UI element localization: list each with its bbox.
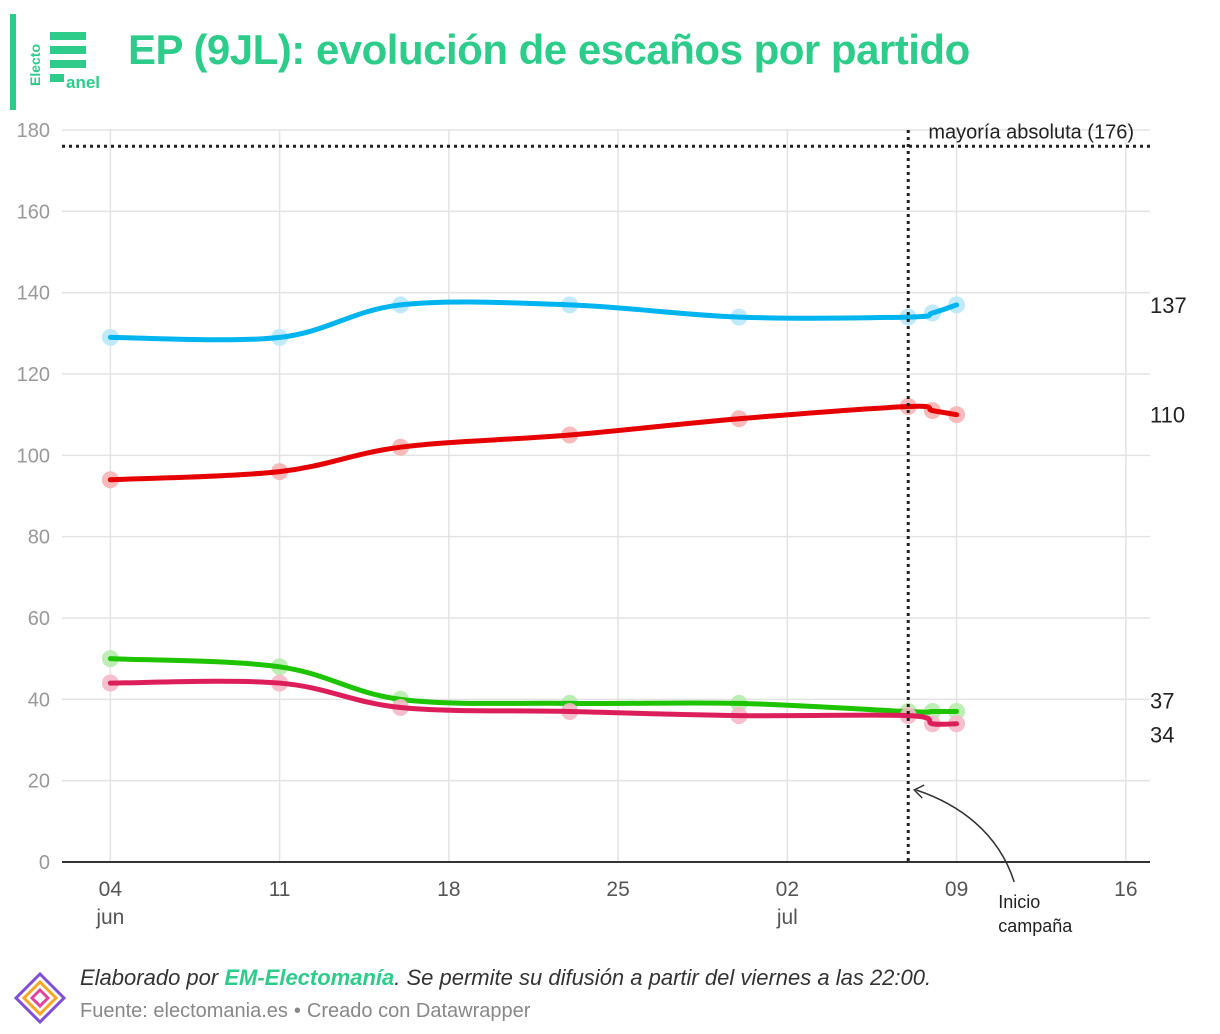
annotation-arrow xyxy=(915,789,1015,883)
series-line xyxy=(107,299,960,343)
y-tick-label: 80 xyxy=(28,527,50,549)
series-end-label: 37 xyxy=(1150,689,1174,714)
x-tick-label: 25 xyxy=(606,878,629,901)
chart-title: EP (9JL): evolución de escaños por parti… xyxy=(128,26,970,73)
majority-label: mayoría absoluta (176) xyxy=(928,121,1134,143)
y-tick-label: 140 xyxy=(17,283,50,305)
credit-brand-link[interactable]: EM-Electomanía xyxy=(224,965,395,990)
series-end-label: 110 xyxy=(1150,403,1185,428)
x-tick-label: 18 xyxy=(437,878,460,901)
y-tick-label: 40 xyxy=(28,689,50,711)
series-line xyxy=(107,678,960,727)
x-tick-sublabel: jul xyxy=(776,906,798,929)
x-tick-label: 04 xyxy=(99,878,123,901)
annotation-label-line1: Inicio xyxy=(998,892,1040,912)
x-tick-sublabel: jun xyxy=(95,906,124,929)
electomania-icon xyxy=(14,972,66,1024)
x-tick-label: 09 xyxy=(945,878,968,901)
y-tick-label: 0 xyxy=(39,852,50,874)
y-tick-label: 160 xyxy=(17,201,50,223)
annotation-label-line2: campaña xyxy=(998,916,1073,936)
x-tick-label: 11 xyxy=(269,878,291,901)
x-tick-label: 02 xyxy=(776,878,799,901)
series-line xyxy=(107,656,960,715)
series-end-label: 137 xyxy=(1150,293,1187,318)
annotation-arrowhead xyxy=(912,784,925,799)
credit-line: Elaborado por EM-Electomanía. Se permite… xyxy=(80,965,932,990)
source-line: Fuente: electomania.es • Creado con Datawr… xyxy=(80,1000,530,1023)
datawrapper-credit[interactable]: Creado con Datawrapper xyxy=(306,1000,531,1022)
y-tick-label: 100 xyxy=(17,445,50,467)
source-text: Fuente: electomania.es xyxy=(80,1000,288,1022)
series-end-label: 34 xyxy=(1150,723,1174,748)
svg-text:Electo: Electo xyxy=(28,44,43,86)
svg-text:anel: anel xyxy=(66,73,100,92)
header-accent-bar xyxy=(10,14,16,110)
y-tick-label: 180 xyxy=(17,120,50,142)
y-tick-label: 60 xyxy=(28,608,50,630)
separator: • xyxy=(293,1000,301,1022)
series-line xyxy=(107,403,960,483)
electopanel-logo: Electo anel xyxy=(28,32,100,92)
line-chart: 0 20 40 60 80 100 120 140 160 180 04 jun 11 18 25 02 jul… xyxy=(17,120,1187,936)
y-tick-label: 120 xyxy=(17,364,50,386)
x-tick-label: 16 xyxy=(1114,878,1137,901)
y-tick-label: 20 xyxy=(28,771,50,793)
